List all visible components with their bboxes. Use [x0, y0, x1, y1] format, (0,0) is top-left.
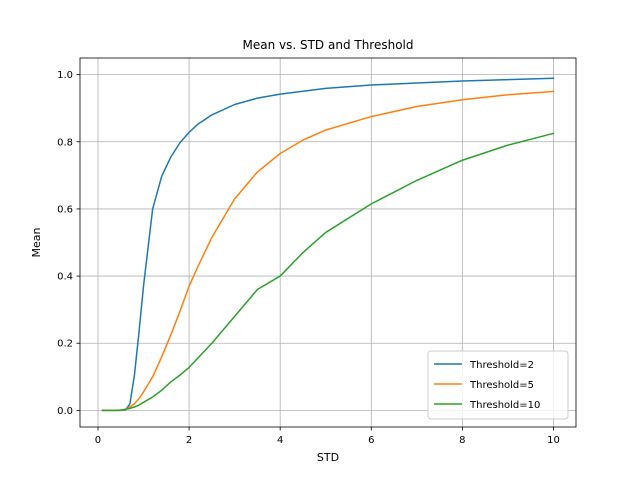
y-tick-label-3: 0.6	[57, 204, 73, 215]
chart-title: Mean vs. STD and Threshold	[242, 38, 413, 52]
x-tick-label-5: 10	[547, 435, 560, 446]
y-tick-label-4: 0.8	[57, 137, 73, 148]
y-axis-label: Mean	[30, 227, 43, 257]
series-layer	[101, 77, 555, 412]
series-line-3	[101, 132, 555, 412]
grid	[80, 58, 576, 427]
y-tick-label-0: 0.0	[57, 406, 73, 417]
legend-label-1: Threshold=2	[469, 360, 534, 371]
legend-label-3: Threshold=10	[469, 400, 540, 411]
x-axis-label: STD	[317, 451, 339, 464]
axis-ticks: 0 2 4 6 8 10 0.0 0.2 0.4 0.6 0.8 1.0	[57, 70, 560, 446]
legend-label-2: Threshold=5	[469, 380, 534, 391]
plot-frame	[79, 57, 577, 428]
y-tick-label-5: 1.0	[57, 70, 73, 81]
legend-box	[427, 350, 569, 420]
x-tick-label-0: 0	[95, 435, 101, 446]
y-tick-label-2: 0.4	[57, 272, 73, 283]
x-tick-label-3: 6	[368, 435, 374, 446]
x-tick-label-1: 2	[186, 435, 192, 446]
x-tick-label-2: 4	[277, 435, 283, 446]
y-tick-label-1: 0.2	[57, 339, 73, 350]
x-tick-label-4: 8	[459, 435, 465, 446]
legend: Threshold=2 Threshold=5 Threshold=10	[427, 350, 569, 420]
